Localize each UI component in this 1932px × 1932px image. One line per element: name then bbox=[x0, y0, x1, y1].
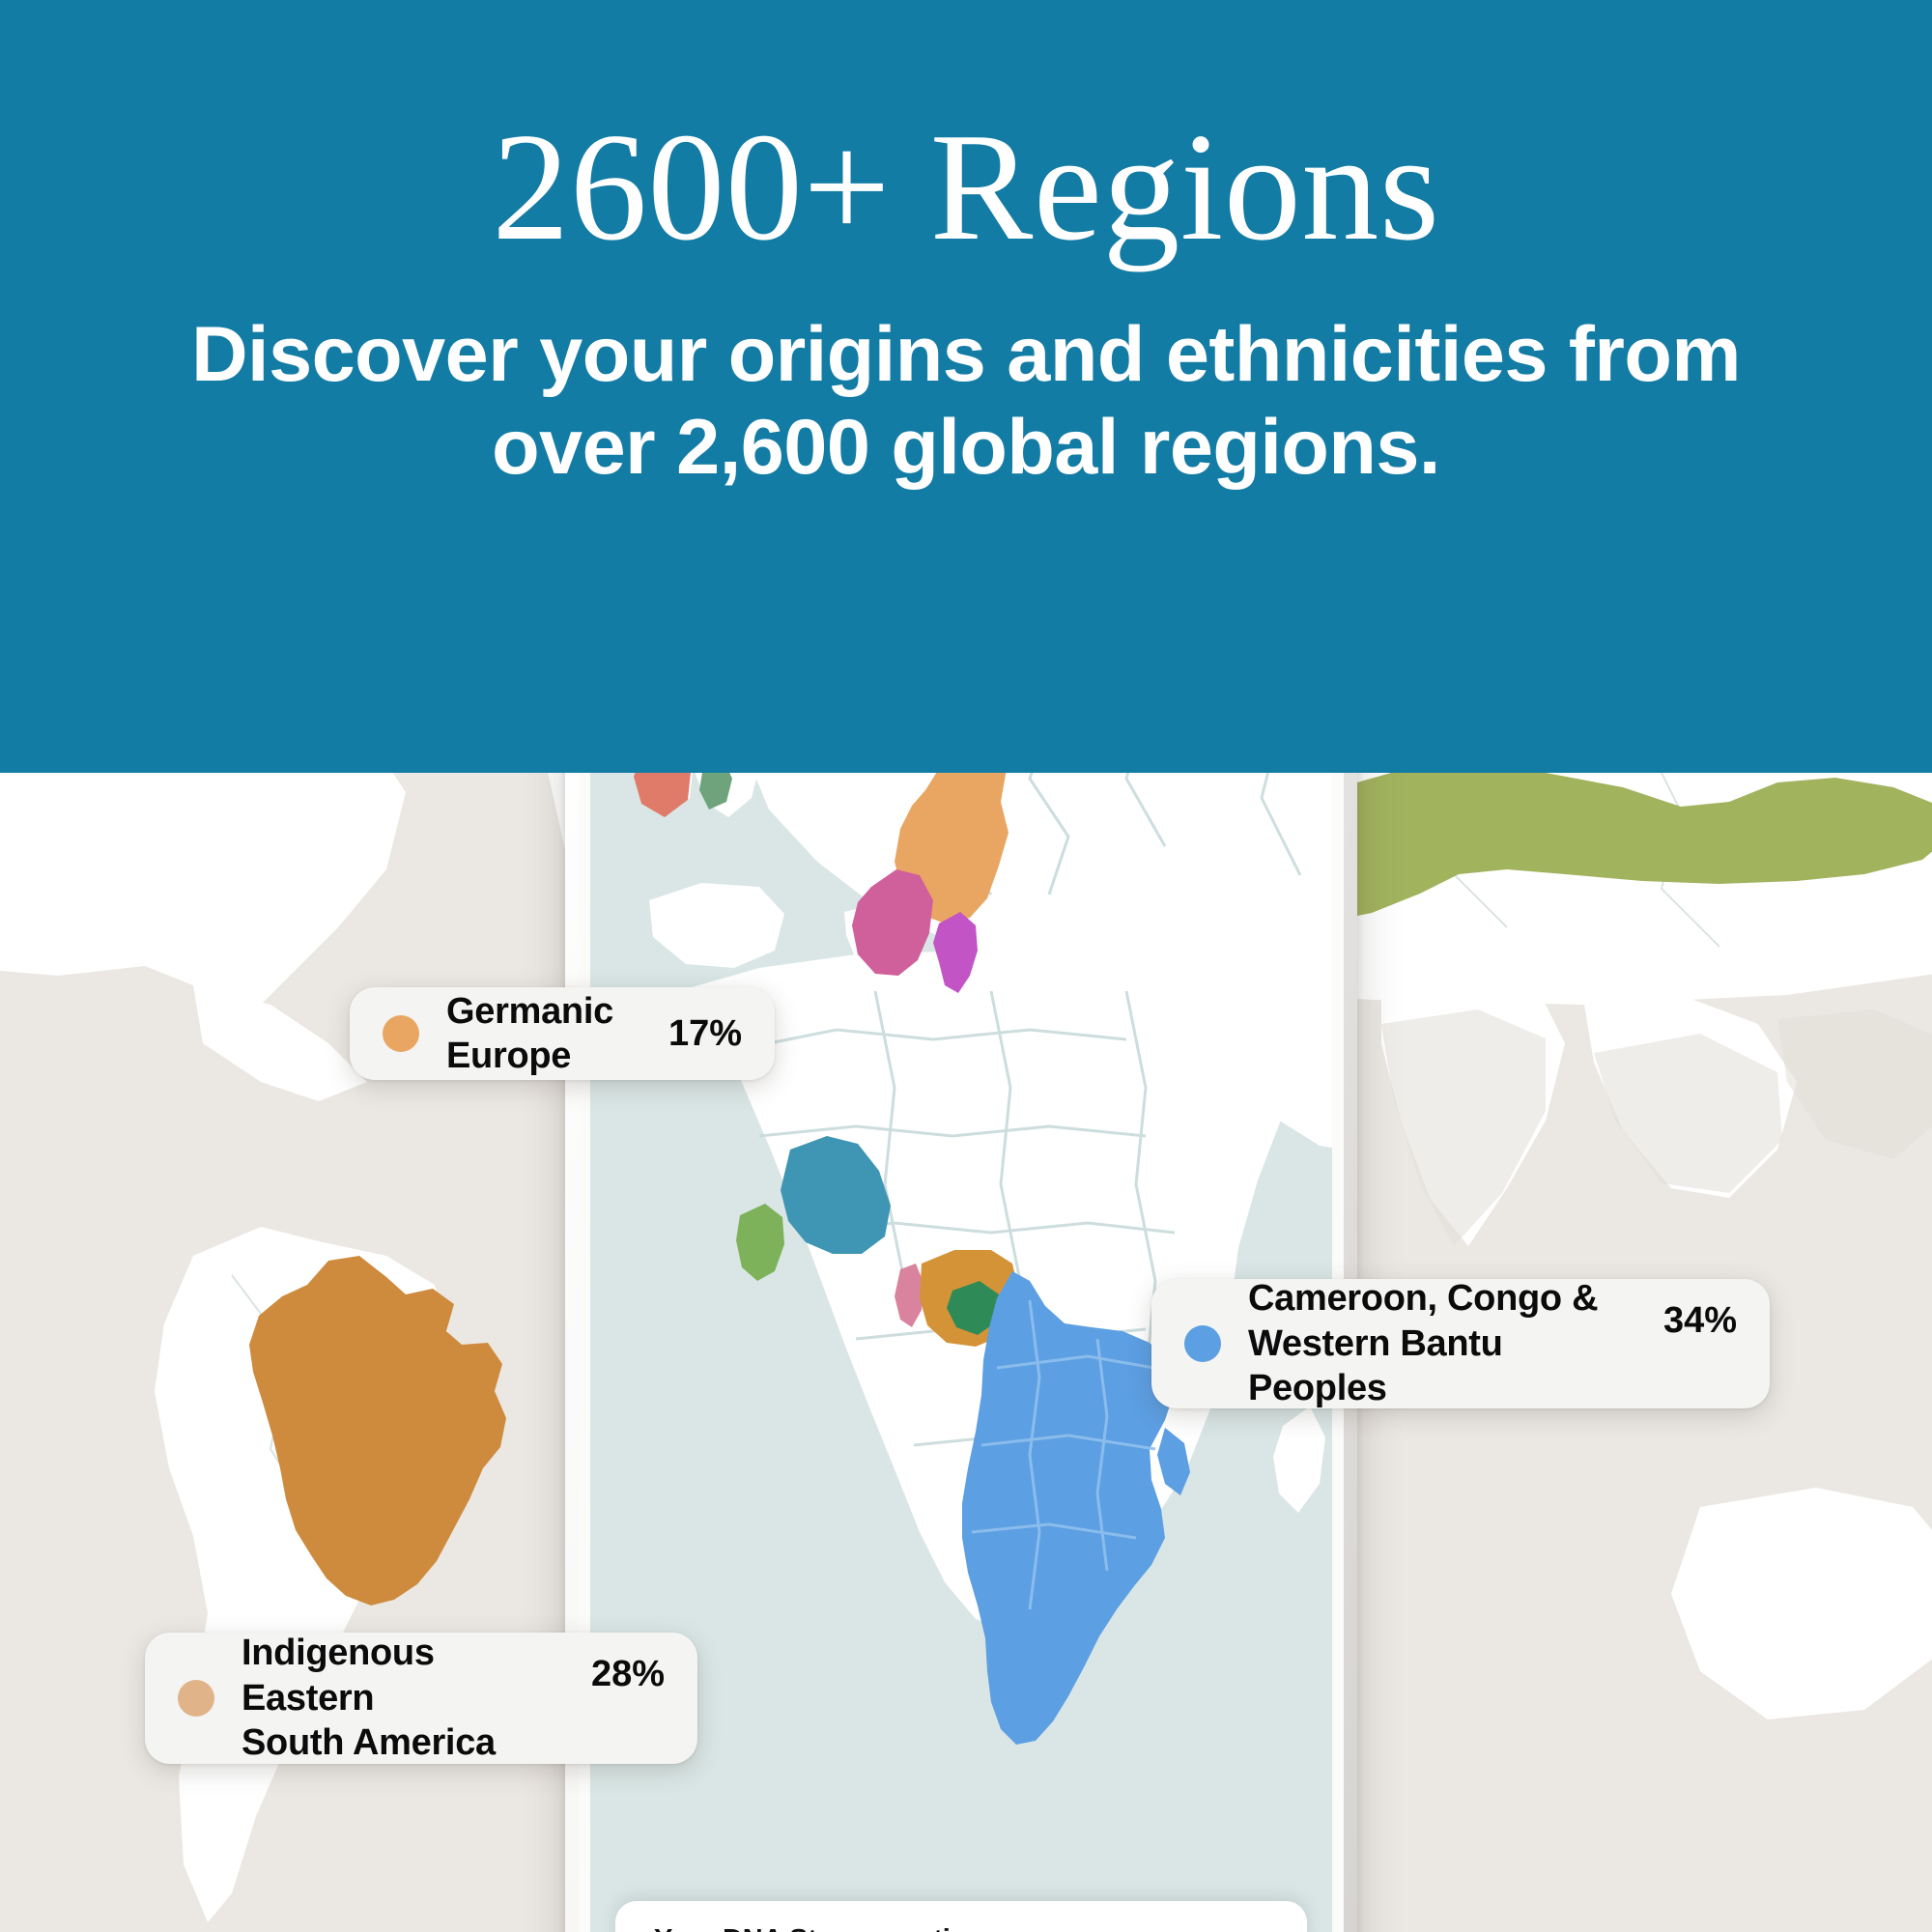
ethnicity-percent: 28% bbox=[590, 1654, 665, 1694]
dna-story-card[interactable]: Your DNA Story over time Ethnicity 1700 … bbox=[615, 1901, 1307, 1932]
region-northern-italy bbox=[933, 912, 978, 993]
region-france bbox=[852, 869, 933, 976]
page-title: 2600+ Regions bbox=[492, 100, 1440, 272]
region-cameroon-congo-western-bantu bbox=[962, 1271, 1190, 1745]
ethnicity-percent: 34% bbox=[1662, 1300, 1737, 1341]
phone-mockup: Your DNA Story over time Ethnicity 1700 … bbox=[565, 587, 1357, 1932]
region-mali bbox=[781, 1136, 891, 1254]
hero-banner: 2600+ Regions Discover your origins and … bbox=[0, 0, 1932, 773]
ethnicity-percent: 17% bbox=[668, 1012, 742, 1054]
region-benin-togo bbox=[895, 1264, 923, 1327]
ethnicity-color-dot bbox=[1184, 1325, 1221, 1362]
dna-story-title: Your DNA Story over time bbox=[654, 1924, 990, 1932]
region-germanic-europe bbox=[895, 740, 1009, 923]
app-world-map[interactable] bbox=[590, 612, 1332, 1932]
ethnicity-label-wrap: Cameroon, Congo & Western Bantu Peoples bbox=[1248, 1276, 1625, 1410]
ethnicity-pill-indigenous-eastern-south-america[interactable]: Indigenous Eastern South America 28% bbox=[145, 1633, 697, 1764]
ethnicity-pill-cameroon-congo[interactable]: Cameroon, Congo & Western Bantu Peoples … bbox=[1151, 1276, 1770, 1410]
ethnicity-label-line-2: Western Bantu Peoples bbox=[1248, 1322, 1503, 1409]
region-senegal bbox=[736, 1204, 784, 1281]
ethnicity-pill-germanic-europe[interactable]: Germanic Europe 17% bbox=[350, 987, 775, 1080]
ethnicity-color-dot bbox=[383, 1015, 419, 1052]
phone-screen[interactable]: Your DNA Story over time Ethnicity 1700 … bbox=[590, 612, 1332, 1932]
ethnicity-label-wrap: Indigenous Eastern South America bbox=[242, 1631, 553, 1765]
ethnicity-color-dot bbox=[178, 1680, 214, 1717]
ethnicity-label-line-1: Cameroon, Congo & bbox=[1248, 1278, 1599, 1320]
ethnicity-label-line-1: Indigenous Eastern bbox=[242, 1633, 435, 1719]
hero-subtitle: Discover your origins and ethnicities fr… bbox=[191, 311, 1741, 491]
ethnicity-label: Germanic Europe bbox=[446, 990, 613, 1076]
region-nigeria-south-central bbox=[947, 1281, 999, 1335]
ethnicity-label-line-2: South America bbox=[242, 1722, 496, 1764]
